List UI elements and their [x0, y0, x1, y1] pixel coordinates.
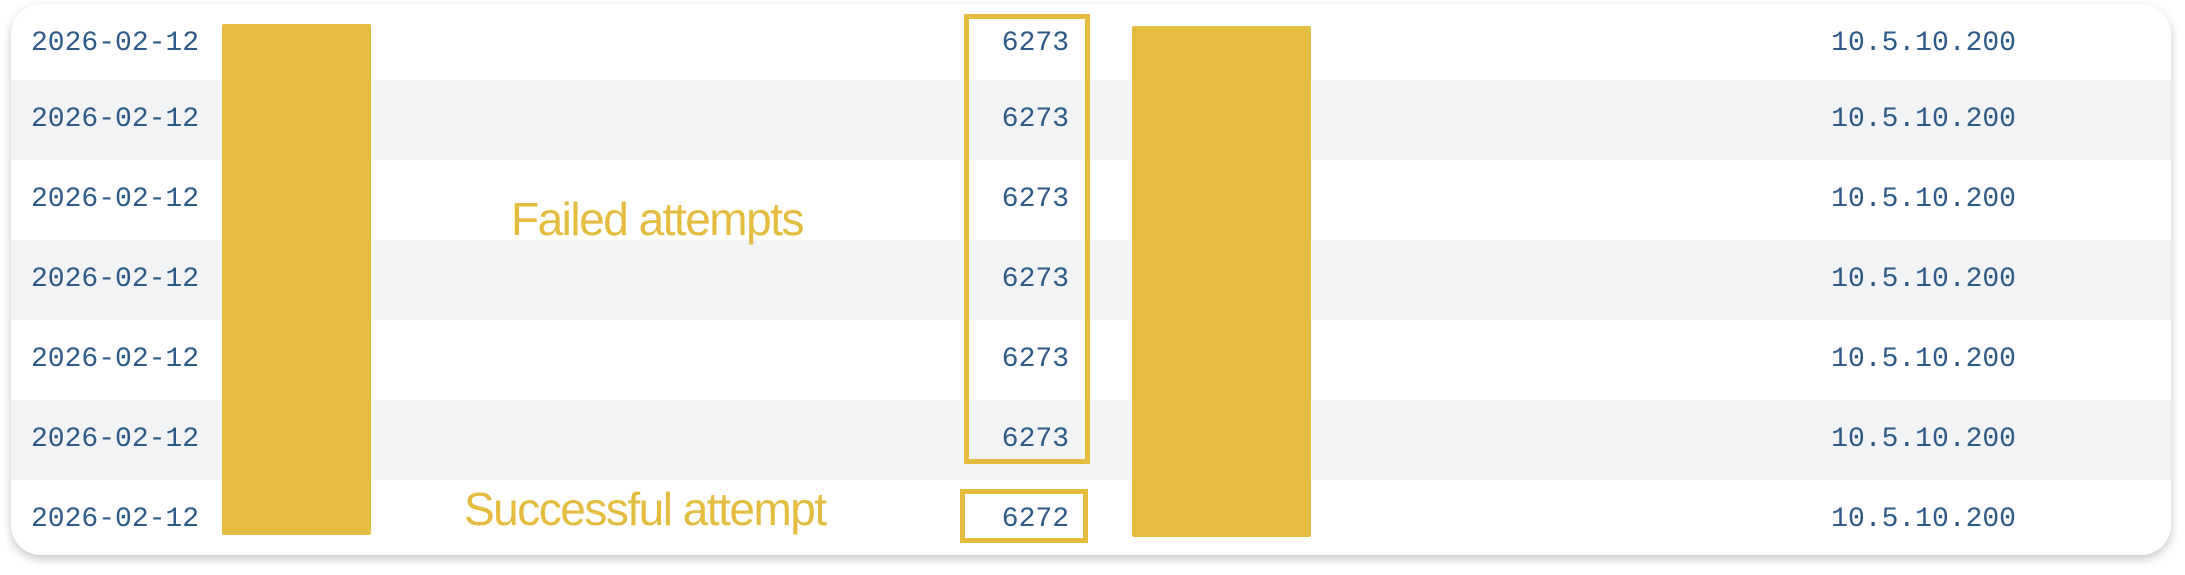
table-row: 2026-02-12 6273 10.5.10.200 [11, 4, 2171, 80]
port-cell: 6273 [1001, 264, 1069, 295]
ip-cell: 10.5.10.200 [1831, 28, 2016, 59]
port-cell: 6273 [1001, 344, 1069, 375]
date-cell: 2026-02-12 [31, 424, 200, 455]
table-row: 2026-02-12 6273 10.5.10.200 [11, 320, 2171, 400]
ip-cell: 10.5.10.200 [1831, 184, 2016, 215]
failed-attempts-highlight-box [964, 14, 1090, 464]
date-cell: 2026-02-12 [31, 264, 200, 295]
date-cell: 2026-02-12 [31, 344, 200, 375]
table-row: 2026-02-12 6272 10.5.10.200 [11, 480, 2171, 555]
redacted-column-2 [1132, 26, 1311, 537]
port-cell: 6273 [1001, 184, 1069, 215]
table-row: 2026-02-12 6273 10.5.10.200 [11, 160, 2171, 240]
ip-cell: 10.5.10.200 [1831, 104, 2016, 135]
date-cell: 2026-02-12 [31, 184, 200, 215]
port-cell: 6273 [1001, 424, 1069, 455]
port-cell: 6273 [1001, 104, 1069, 135]
successful-attempt-label: Successful attempt [464, 483, 827, 535]
table-row: 2026-02-12 6273 10.5.10.200 [11, 80, 2171, 160]
failed-attempts-label: Failed attempts [511, 193, 804, 245]
log-table: 2026-02-12 6273 10.5.10.200 2026-02-12 6273 1… [11, 4, 2171, 555]
successful-attempt-highlight-box [960, 489, 1088, 543]
table-row: 2026-02-12 6273 10.5.10.200 [11, 400, 2171, 480]
ip-cell: 10.5.10.200 [1831, 344, 2016, 375]
ip-cell: 10.5.10.200 [1831, 264, 2016, 295]
date-cell: 2026-02-12 [31, 28, 200, 59]
date-cell: 2026-02-12 [31, 104, 200, 135]
ip-cell: 10.5.10.200 [1831, 424, 2016, 455]
date-cell: 2026-02-12 [31, 504, 200, 535]
port-cell: 6272 [1001, 504, 1069, 535]
port-cell: 6273 [1001, 28, 1069, 59]
redacted-column-1 [222, 24, 371, 535]
ip-cell: 10.5.10.200 [1831, 504, 2016, 535]
table-row: 2026-02-12 6273 10.5.10.200 [11, 240, 2171, 320]
